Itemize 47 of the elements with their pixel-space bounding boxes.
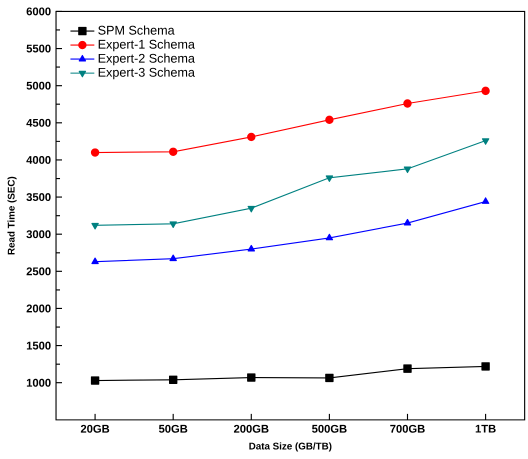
y-tick-label: 1000 (26, 378, 51, 387)
point (247, 132, 256, 142)
point (481, 86, 490, 96)
point (248, 206, 255, 212)
legend-label: Expert-1 Schema (98, 40, 195, 52)
point (482, 138, 490, 145)
x-tick-label: 500GB (312, 424, 347, 433)
legend-label: SPM Schema (98, 25, 175, 35)
y-tick-label: 2000 (26, 304, 51, 312)
point (168, 148, 178, 156)
y-tick-label: 3000 (26, 230, 51, 238)
x-tick-label: 1TB (476, 424, 496, 433)
y-tick-label: 1500 (26, 342, 51, 350)
y-axis-title: Read Time (SEC) (7, 176, 17, 254)
point (169, 221, 177, 228)
x-tick-label: 20GB (80, 424, 110, 433)
point (403, 364, 412, 373)
point (90, 148, 100, 157)
legend-label: Expert-2 Schema (98, 54, 195, 66)
y-tick-label: 4500 (26, 118, 51, 127)
point (248, 244, 255, 252)
x-tick-label: 700GB (390, 424, 425, 433)
point (481, 362, 490, 371)
x-axis-title: Data Size (GB/TB) (249, 442, 332, 452)
point (325, 374, 334, 382)
y-tick-label: 4000 (26, 156, 51, 164)
point (168, 376, 178, 384)
point (482, 197, 490, 204)
x-tick-label: 200GB (234, 424, 268, 433)
point (169, 254, 177, 262)
y-tick-label: 2500 (26, 267, 51, 276)
y-tick-label: 5000 (26, 82, 51, 90)
point (404, 166, 412, 174)
legend-label: Expert-3 Schema (98, 68, 195, 80)
point (91, 258, 99, 264)
point (403, 99, 412, 108)
x-tick-label: 50GB (158, 424, 188, 433)
y-tick-label: 3500 (26, 193, 51, 202)
point (247, 373, 256, 382)
point (326, 175, 334, 182)
y-tick-label: 6000 (26, 7, 51, 16)
point (90, 376, 100, 385)
y-tick-label: 5500 (26, 44, 51, 53)
point (404, 218, 412, 226)
point (91, 222, 99, 230)
point (325, 116, 334, 124)
point (326, 234, 334, 240)
